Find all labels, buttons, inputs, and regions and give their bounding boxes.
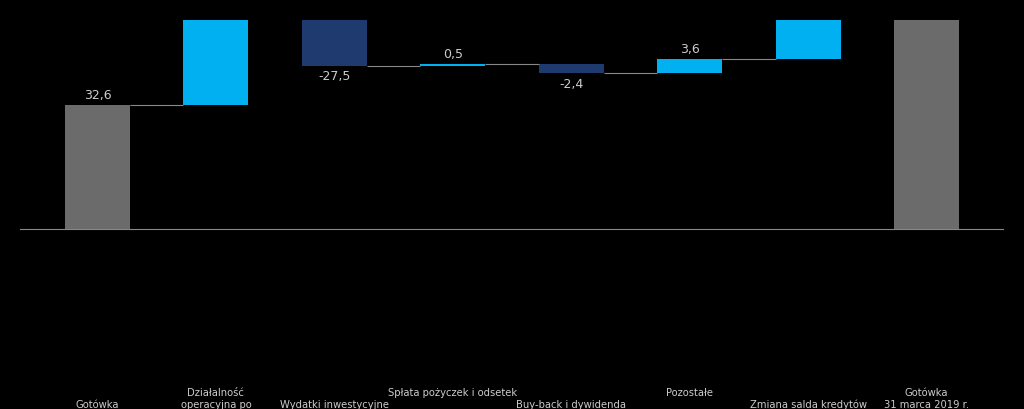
Text: Buy-back i dywidenda: Buy-back i dywidenda: [516, 399, 627, 409]
Text: Pozostałe: Pozostałe: [667, 387, 713, 398]
Text: 0,5: 0,5: [442, 48, 463, 61]
Bar: [657, 60, 722, 74]
Bar: [183, 0, 249, 106]
Bar: [539, 65, 604, 74]
Text: Gotówka
31 marca 2019 r.: Gotówka 31 marca 2019 r.: [884, 387, 969, 409]
Text: Zmiana salda kredytów: Zmiana salda kredytów: [750, 399, 866, 409]
Bar: [894, 0, 959, 229]
Text: Spłata pożyczek i odsetek: Spłata pożyczek i odsetek: [388, 387, 517, 398]
Text: Działalność
operacyjna po
opodatkowaniu: Działalność operacyjna po opodatkowaniu: [178, 387, 254, 409]
Bar: [420, 65, 485, 67]
Bar: [65, 106, 130, 229]
Bar: [775, 0, 841, 60]
Text: Wydatki inwestycyjne: Wydatki inwestycyjne: [280, 399, 389, 409]
Bar: [302, 0, 367, 67]
Text: 3,6: 3,6: [680, 43, 699, 56]
Text: -27,5: -27,5: [318, 70, 350, 83]
Text: Gotówka
1 stycznia 2019 r.: Gotówka 1 stycznia 2019 r.: [53, 399, 141, 409]
Text: -2,4: -2,4: [559, 77, 584, 90]
Text: 32,6: 32,6: [84, 89, 112, 102]
